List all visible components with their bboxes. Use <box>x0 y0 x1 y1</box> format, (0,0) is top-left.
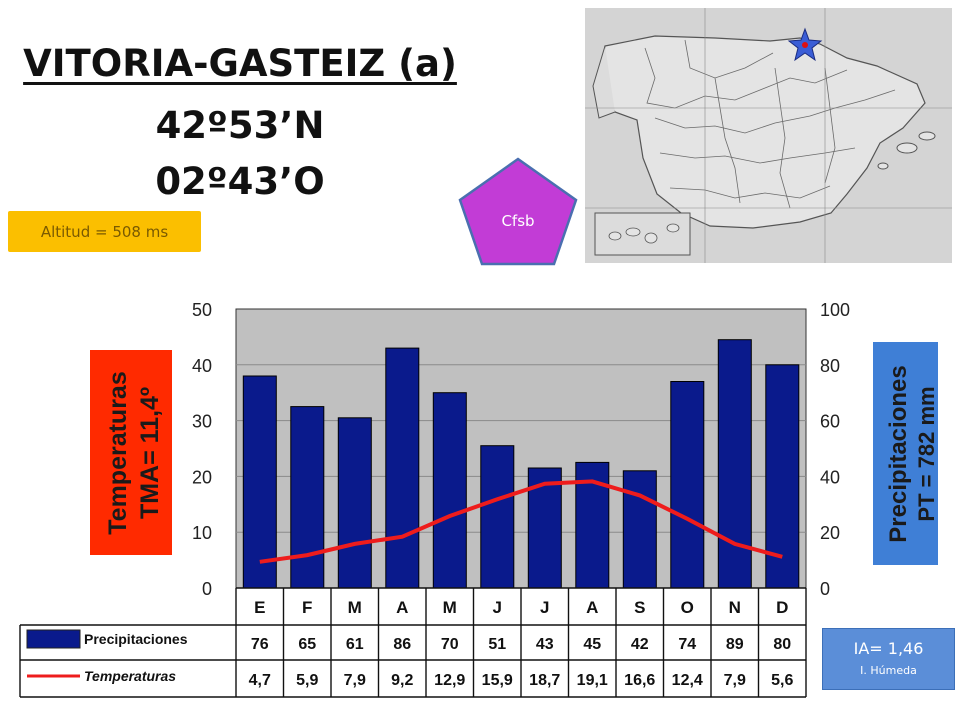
precip-bar <box>717 339 752 589</box>
canary-islands <box>608 223 680 244</box>
precip-cell: 65 <box>298 636 316 653</box>
month-label: E <box>254 598 265 617</box>
precip-cell: 86 <box>393 636 411 653</box>
left-tick-label: 0 <box>202 579 212 599</box>
temp-cell: 4,7 <box>249 672 271 689</box>
left-axis-ticks: 0 10 20 30 40 50 <box>192 300 212 599</box>
temp-cell: 12,9 <box>434 672 465 689</box>
balearic-islands <box>877 131 936 170</box>
right-tick-label: 100 <box>820 300 850 320</box>
precip-bar <box>765 364 800 589</box>
right-tick-label: 0 <box>820 579 830 599</box>
aridity-index-box: IA= 1,46 I. Húmeda <box>822 628 955 690</box>
precip-cell: 51 <box>488 636 506 653</box>
map-grid <box>585 8 952 263</box>
right-tick-label: 60 <box>820 412 840 432</box>
aridity-index-value: IA= 1,46 <box>853 639 924 658</box>
koppen-pentagon: Cfsb <box>458 157 578 266</box>
left-tick-label: 20 <box>192 467 212 487</box>
precip-cell: 61 <box>346 636 364 653</box>
precip-cell: 89 <box>726 636 744 653</box>
province-borders <box>644 39 896 209</box>
precip-axis-title: Precipitaciones <box>885 365 912 542</box>
station-title: VITORIA-GASTEIZ (a) <box>23 42 457 85</box>
left-tick-label: 10 <box>192 523 212 543</box>
month-label: F <box>302 598 312 617</box>
precip-bar <box>385 347 420 589</box>
precip-row-label: Precipitaciones <box>84 631 188 647</box>
precip-cell: 74 <box>678 636 696 653</box>
left-tick-label: 50 <box>192 300 212 320</box>
precip-cell: 43 <box>536 636 554 653</box>
precip-cell: 80 <box>773 636 791 653</box>
temperature-axis-title: Temperaturas <box>104 371 132 535</box>
month-label: J <box>540 598 549 617</box>
portugal-outline <box>592 45 616 119</box>
peninsula-outline <box>600 35 926 229</box>
temp-cell: 7,9 <box>724 672 746 689</box>
canary-inset <box>594 212 691 256</box>
climograph: 0 10 20 30 40 50 0 20 40 60 80 100 Temperaturas TM… <box>19 300 939 698</box>
temp-cell: 5,6 <box>771 672 793 689</box>
precip-bar <box>432 392 467 589</box>
altitude-text: Altitud = 508 ms <box>40 222 169 241</box>
temperature-axis-box <box>90 350 172 555</box>
precip-bar <box>290 406 325 589</box>
table-cells: E 76 4,7 F 65 5,9 M 61 7,9 A 86 9,2 M 70 12,9 J 51 15,9 J 4… <box>249 598 794 689</box>
month-label: M <box>348 598 362 617</box>
right-tick-label: 80 <box>820 356 840 376</box>
altitude-badge: Altitud = 508 ms <box>8 211 201 252</box>
plot-area <box>235 308 807 589</box>
right-tick-label: 40 <box>820 467 840 487</box>
precip-cell: 45 <box>583 636 601 653</box>
temp-cell: 16,6 <box>624 672 655 689</box>
spain-map <box>585 8 952 263</box>
precip-axis-box <box>873 342 938 565</box>
longitude-label: 02º43’O <box>155 160 325 203</box>
precip-bar <box>670 381 705 589</box>
left-tick-label: 40 <box>192 356 212 376</box>
location-dot-icon <box>802 42 808 48</box>
precip-cell: 42 <box>631 636 649 653</box>
precip-cell: 76 <box>251 636 269 653</box>
month-label: J <box>493 598 502 617</box>
temperature-line <box>259 479 783 564</box>
table-grid <box>19 587 807 698</box>
data-table: Precipitaciones Temperaturas E 76 4,7 F 65 5,… <box>19 587 807 698</box>
temp-cell: 7,9 <box>344 672 366 689</box>
month-label: O <box>681 598 694 617</box>
pt-label: PT = 782 mm <box>914 386 939 521</box>
precip-legend-swatch <box>26 629 81 649</box>
month-label: A <box>586 598 598 617</box>
month-label: D <box>776 598 788 617</box>
pentagon-shape <box>458 157 578 266</box>
aridity-index-label: I. Húmeda <box>860 664 917 677</box>
month-label: N <box>729 598 741 617</box>
right-tick-label: 20 <box>820 523 840 543</box>
month-label: S <box>634 598 645 617</box>
temp-cell: 5,9 <box>296 672 318 689</box>
temp-cell: 18,7 <box>529 672 560 689</box>
precip-bar <box>480 445 515 589</box>
latitude-label: 42º53’N <box>155 104 325 147</box>
temp-cell: 15,9 <box>482 672 513 689</box>
temp-cell: 12,4 <box>672 672 703 689</box>
right-axis-ticks: 0 20 40 60 80 100 <box>820 300 850 599</box>
temp-cell: 9,2 <box>391 672 413 689</box>
month-label: M <box>443 598 457 617</box>
koppen-label: Cfsb <box>501 212 534 230</box>
precip-bar <box>622 470 657 589</box>
precip-cell: 70 <box>441 636 459 653</box>
temp-cell: 19,1 <box>577 672 608 689</box>
precip-bar <box>337 417 372 589</box>
left-tick-label: 30 <box>192 412 212 432</box>
month-label: A <box>396 598 408 617</box>
temp-row-label: Temperaturas <box>84 668 176 684</box>
tma-label: TMA= 11,4º <box>136 387 164 519</box>
precip-bar <box>242 375 277 589</box>
